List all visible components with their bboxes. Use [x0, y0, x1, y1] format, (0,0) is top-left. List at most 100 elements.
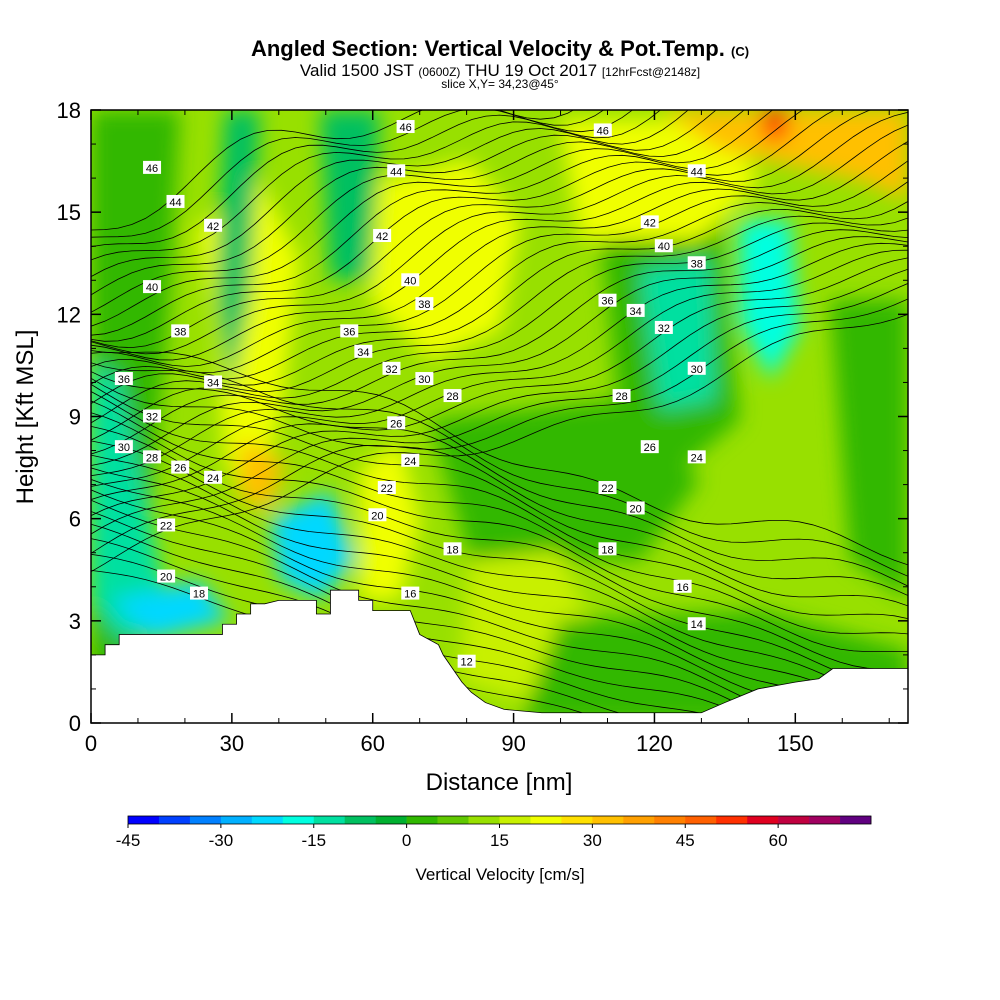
- field-green-far-right: [830, 300, 908, 600]
- theta-contour-line: [91, 110, 689, 277]
- theta-label: 44: [166, 194, 185, 209]
- field-green-upper-column: [320, 110, 380, 280]
- theta-contour-line: [91, 283, 908, 535]
- theta-label: 46: [593, 123, 612, 137]
- theta-label-text: 18: [193, 589, 205, 601]
- theta-label-text: 32: [146, 412, 158, 424]
- theta-label-bg: [598, 293, 617, 307]
- theta-label-bg: [687, 164, 706, 178]
- theta-label-bg: [382, 361, 401, 375]
- theta-label: 36: [598, 293, 617, 308]
- theta-label-bg: [457, 654, 476, 668]
- theta-contours: [91, 110, 908, 723]
- theta-label-text: 42: [644, 217, 656, 229]
- theta-contour-line: [91, 570, 615, 723]
- theta-label-bg: [114, 440, 133, 454]
- theta-label-bg: [157, 518, 176, 532]
- theta-label: 40: [654, 239, 673, 253]
- x-tick-label: 90: [501, 731, 525, 756]
- theta-label-text: 26: [390, 418, 402, 430]
- theta-label: 30: [415, 372, 434, 386]
- theta-label: 34: [204, 375, 223, 389]
- theta-contour-line: [91, 391, 908, 619]
- theta-contour-line: [91, 313, 908, 573]
- theta-label-bg: [114, 372, 133, 386]
- theta-label-bg: [654, 320, 673, 334]
- theta-label: 18: [189, 586, 208, 601]
- theta-label-text: 14: [691, 619, 703, 631]
- theta-label-bg: [598, 542, 617, 556]
- colorbar-swatch: [313, 816, 346, 824]
- theta-label-text: 38: [691, 258, 703, 270]
- colorbar-tick-label: 30: [583, 831, 602, 850]
- theta-label: 24: [687, 450, 706, 464]
- theta-label-text: 28: [446, 391, 458, 403]
- theta-label-text: 34: [630, 306, 642, 318]
- theta-label-bg: [626, 303, 645, 317]
- field-green-column: [215, 110, 260, 400]
- theta-contour-line: [91, 110, 745, 313]
- colorbar-swatch: [344, 816, 376, 824]
- colorbar-swatch: [747, 816, 779, 824]
- theta-contour-line: [91, 242, 908, 477]
- theta-label-text: 28: [615, 391, 627, 403]
- theta-label: 40: [401, 273, 420, 287]
- theta-label-text: 22: [160, 520, 172, 532]
- theta-label-text: 34: [207, 377, 219, 389]
- theta-contour-line: [91, 350, 908, 566]
- theta-label-text: 20: [630, 503, 642, 515]
- theta-label-text: 20: [371, 510, 383, 522]
- x-tick-label: 0: [85, 731, 97, 756]
- theta-label-bg: [654, 239, 673, 253]
- theta-contour-line: [91, 111, 908, 355]
- theta-contour-line: [91, 371, 908, 587]
- theta-label-bg: [401, 273, 420, 287]
- y-tick-label: 15: [57, 200, 81, 225]
- colorbar-tick-label: 45: [676, 831, 695, 850]
- theta-label-text: 38: [418, 299, 430, 311]
- theta-label-text: 40: [658, 241, 670, 253]
- theta-label-text: 30: [418, 374, 430, 386]
- theta-label-text: 46: [146, 163, 158, 175]
- theta-contour-line: [91, 110, 605, 238]
- theta-label-text: 44: [691, 166, 703, 178]
- theta-label-bg: [687, 450, 706, 464]
- theta-label: 30: [114, 440, 133, 454]
- colorbar-title: Vertical Velocity [cm/s]: [415, 865, 584, 884]
- chart-subtitle: Valid 1500 JST (0600Z) THU 19 Oct 2017 […: [0, 61, 1000, 81]
- x-tick-label: 120: [636, 731, 673, 756]
- theta-label-bg: [396, 120, 415, 134]
- theta-label: 26: [640, 440, 659, 454]
- theta-label: 26: [387, 416, 406, 430]
- colorbar-swatch: [592, 816, 624, 824]
- theta-label: 36: [340, 324, 359, 338]
- theta-label-bg: [204, 470, 223, 484]
- theta-label-text: 44: [390, 166, 402, 178]
- theta-label-bg: [157, 569, 176, 583]
- theta-label-bg: [612, 389, 631, 403]
- title-main: Angled Section: Vertical Velocity & Pot.…: [250, 36, 725, 61]
- colorbar-swatch: [530, 816, 562, 824]
- theta-label: 34: [354, 344, 373, 359]
- y-tick-label: 9: [69, 405, 81, 430]
- theta-label-text: 32: [385, 364, 397, 376]
- x-tick-label: 60: [360, 731, 384, 756]
- theta-label-text: 28: [146, 452, 158, 464]
- colorbar-swatch: [623, 816, 655, 824]
- theta-label-bg: [387, 164, 406, 178]
- theta-contour-line: [91, 110, 717, 296]
- y-tick-label: 6: [69, 507, 81, 532]
- theta-label-text: 16: [404, 589, 416, 601]
- theta-contour-line: [91, 110, 662, 261]
- theta-contour-line: [91, 426, 908, 671]
- theta-label-text: 34: [357, 347, 369, 359]
- theta-label-bg: [415, 372, 434, 386]
- theta-label: 18: [598, 542, 617, 556]
- colorbar-swatch: [375, 816, 407, 824]
- theta-label-bg: [640, 440, 659, 454]
- theta-contour-line: [91, 124, 908, 361]
